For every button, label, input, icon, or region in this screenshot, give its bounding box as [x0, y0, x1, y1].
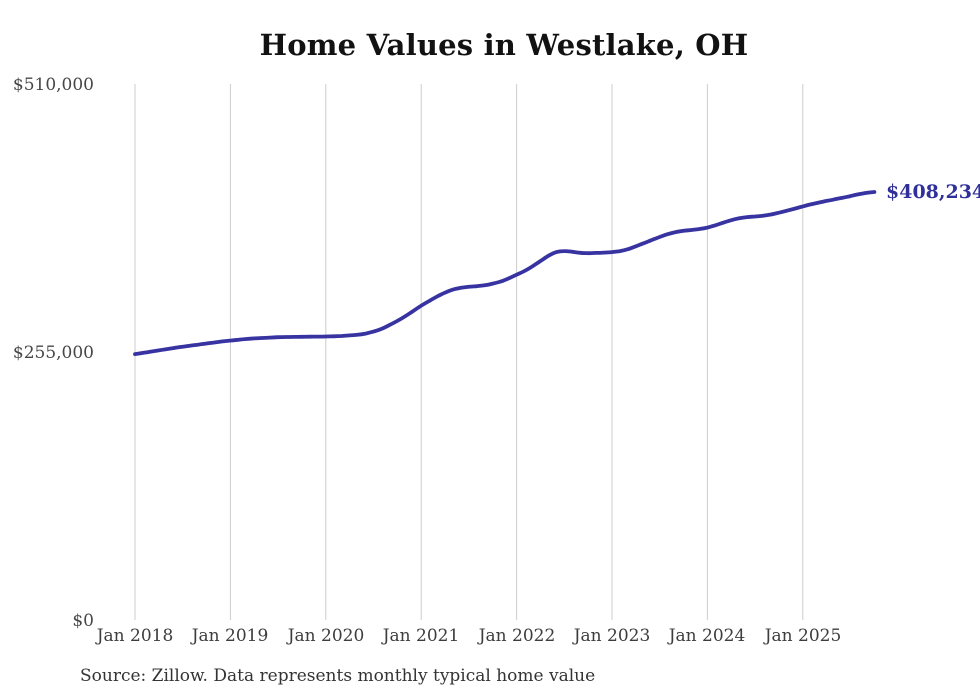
x-tick-label: Jan 2019: [191, 626, 269, 646]
x-tick-label: Jan 2024: [668, 626, 746, 646]
y-tick-label: $510,000: [12, 75, 94, 95]
source-note: Source: Zillow. Data represents monthly …: [80, 666, 596, 686]
value-line: [133, 190, 877, 356]
x-tick-label: Jan 2018: [96, 626, 174, 646]
gridlines: [134, 84, 804, 620]
x-tick-label: Jan 2020: [287, 626, 365, 646]
chart-title: Home Values in Westlake, OH: [259, 28, 749, 62]
latest-value-label: $408,234: [886, 181, 980, 203]
y-tick-label: $0: [72, 611, 94, 631]
x-tick-label: Jan 2023: [573, 626, 651, 646]
x-tick-label: Jan 2022: [478, 626, 556, 646]
x-tick-label: Jan 2021: [382, 626, 460, 646]
x-tick-label: Jan 2025: [764, 626, 842, 646]
y-tick-label: $255,000: [12, 343, 94, 363]
